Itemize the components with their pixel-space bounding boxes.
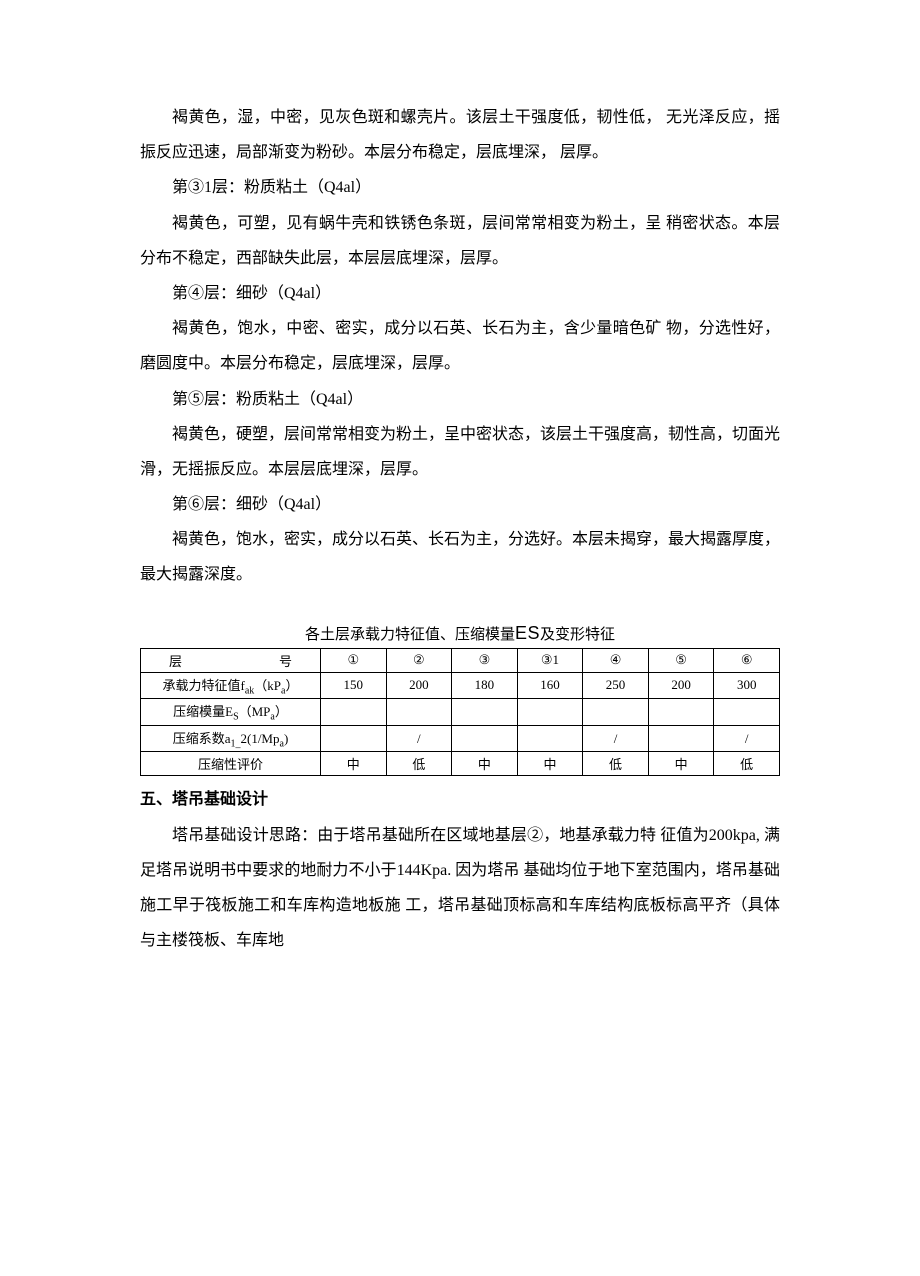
table-col-1: ① (321, 648, 387, 672)
section-5-heading: 五、塔吊基础设计 (140, 782, 780, 817)
table-col-31: ③1 (517, 648, 583, 672)
table-cell: 160 (517, 672, 583, 699)
table-cell: 180 (452, 672, 518, 699)
table-cell (386, 699, 452, 726)
paragraph-layer-6-body: 褐黄色，饱水，密实，成分以石英、长石为主，分选好。本层未揭穿，最大揭露厚度，最大… (140, 522, 780, 592)
table-col-6: ⑥ (714, 648, 780, 672)
table-col-5: ⑤ (648, 648, 714, 672)
table-cell (452, 699, 518, 726)
table-title: 各土层承载力特征值、压缩模量ES及变形特征 (140, 623, 780, 644)
table-row: 承载力特征值fak（kPa）150200180160250200300 (141, 672, 780, 699)
paragraph-layer-5-body: 褐黄色，硬塑，层间常常相变为粉土，呈中密状态，该层土干强度高，韧性高，切面光滑，… (140, 417, 780, 487)
table-row-label: 压缩模量ES（MPa） (141, 699, 321, 726)
table-cell: 300 (714, 672, 780, 699)
table-cell: 低 (714, 752, 780, 776)
table-cell (321, 725, 387, 752)
table-cell (517, 699, 583, 726)
table-cell: 150 (321, 672, 387, 699)
table-cell (321, 699, 387, 726)
table-row: 压缩系数a1_2(1/Mpa) / / / (141, 725, 780, 752)
table-header-row: 层 号 ① ② ③ ③1 ④ ⑤ ⑥ (141, 648, 780, 672)
paragraph-layer-4-title: 第④层：细砂（Q4al） (140, 276, 780, 311)
table-row: 压缩模量ES（MPa） (141, 699, 780, 726)
paragraph-layer-6-title: 第⑥层：细砂（Q4al） (140, 487, 780, 522)
table-title-suffix: 及变形特征 (540, 627, 615, 643)
table-row: 压缩性评价中低中中低中低 (141, 752, 780, 776)
paragraph-layer-intro: 褐黄色，湿，中密，见灰色斑和螺壳片。该层土干强度低，韧性低， 无光泽反应，摇振反… (140, 100, 780, 170)
table-cell: 低 (583, 752, 649, 776)
table-cell (583, 699, 649, 726)
paragraph-layer-4-body: 褐黄色，饱水，中密、密实，成分以石英、长石为主，含少量暗色矿 物，分选性好，磨圆… (140, 311, 780, 381)
header-label-part1: 层 (169, 651, 182, 670)
table-col-2: ② (386, 648, 452, 672)
table-cell (714, 699, 780, 726)
table-cell: 低 (386, 752, 452, 776)
table-cell: 中 (517, 752, 583, 776)
header-label-part2: 号 (279, 651, 292, 670)
table-header-label: 层 号 (141, 648, 321, 672)
table-row-label: 承载力特征值fak（kPa） (141, 672, 321, 699)
paragraph-layer-5-title: 第⑤层：粉质粘土（Q4al） (140, 382, 780, 417)
table-cell (452, 725, 518, 752)
section-5-body: 塔吊基础设计思路：由于塔吊基础所在区域地基层②，地基承载力特 征值为200kpa… (140, 818, 780, 959)
table-cell: / (714, 725, 780, 752)
table-cell: / (583, 725, 649, 752)
paragraph-layer-31-title: 第③1层：粉质粘土（Q4al） (140, 170, 780, 205)
soil-properties-table: 层 号 ① ② ③ ③1 ④ ⑤ ⑥ 承载力特征值fak（kPa）1502001… (140, 648, 780, 777)
table-cell: 中 (452, 752, 518, 776)
table-cell: 200 (386, 672, 452, 699)
table-cell: 200 (648, 672, 714, 699)
table-title-prefix: 各土层承载力特征值、压缩模量 (305, 627, 515, 643)
table-row-label: 压缩系数a1_2(1/Mpa) (141, 725, 321, 752)
table-col-4: ④ (583, 648, 649, 672)
table-cell: / (386, 725, 452, 752)
table-col-3: ③ (452, 648, 518, 672)
table-cell (648, 699, 714, 726)
table-cell: 250 (583, 672, 649, 699)
table-cell (517, 725, 583, 752)
table-row-label: 压缩性评价 (141, 752, 321, 776)
table-cell (648, 725, 714, 752)
paragraph-layer-31-body: 褐黄色，可塑，见有蜗牛壳和铁锈色条斑，层间常常相变为粉土，呈 稍密状态。本层分布… (140, 206, 780, 276)
table-cell: 中 (321, 752, 387, 776)
table-title-es: ES (515, 623, 540, 643)
table-cell: 中 (648, 752, 714, 776)
